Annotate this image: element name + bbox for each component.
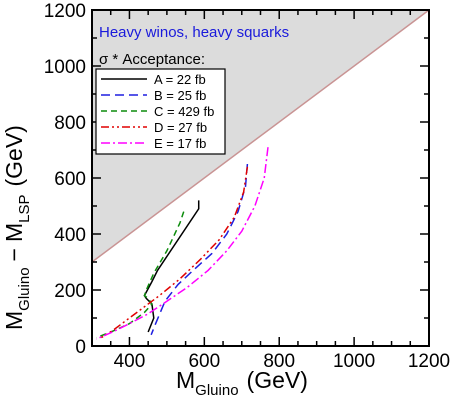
ticks-group: 400 600 800 1000 1200 0 200 400 600 800 1000 1200 <box>44 1 450 372</box>
y-tick-label: 1200 <box>44 1 86 22</box>
x-axis-title: MGluino (GeV) <box>176 367 308 399</box>
x-axis-title-sub: Gluino <box>195 382 238 399</box>
y-axis-title-main1: M <box>1 311 27 330</box>
y-axis-title-unit: (GeV) <box>1 125 27 186</box>
y-axis-title-minus: − <box>1 248 27 261</box>
x-axis-title-unit: (GeV) <box>247 367 308 393</box>
x-tick-label: 1200 <box>408 351 450 372</box>
y-tick-label: 0 <box>75 337 86 358</box>
legend-label: B = 25 fb <box>154 88 206 103</box>
y-axis-title: MGluino−MLSP(GeV) <box>1 125 33 330</box>
y-tick-label: 400 <box>54 225 86 246</box>
y-tick-label: 600 <box>54 169 86 190</box>
y-tick-label: 1000 <box>44 57 86 78</box>
x-tick-label: 1000 <box>333 351 375 372</box>
curve-d <box>100 166 249 339</box>
legend-box <box>95 68 226 155</box>
legend-label: E = 17 fb <box>154 136 206 151</box>
y-tick-label: 800 <box>54 113 86 134</box>
legend-title: σ * Acceptance: <box>99 51 205 68</box>
legend-label: A = 22 fb <box>154 72 206 87</box>
legend-entries: A = 22 fbB = 25 fbC = 429 fbD = 27 fbE =… <box>101 72 214 151</box>
y-axis-title-sub2: LSP <box>16 195 33 223</box>
curve-e <box>96 147 269 340</box>
curve-c <box>96 211 185 339</box>
x-tick-label: 800 <box>263 351 295 372</box>
legend-label: D = 27 fb <box>154 120 207 135</box>
y-tick-label: 200 <box>54 281 86 302</box>
kinematic-boundary-line <box>91 9 430 263</box>
curve-a <box>143 200 200 333</box>
x-tick-label: 400 <box>114 351 146 372</box>
curves-group <box>96 147 269 340</box>
region-annotation: Heavy winos, heavy squarks <box>99 24 289 41</box>
x-tick-label: 600 <box>188 351 220 372</box>
y-axis-title-main2: M <box>1 223 27 242</box>
y-axis-title-sub1: Gluino <box>16 267 33 310</box>
legend-label: C = 429 fb <box>154 104 214 119</box>
x-axis-title-main: M <box>176 367 195 393</box>
